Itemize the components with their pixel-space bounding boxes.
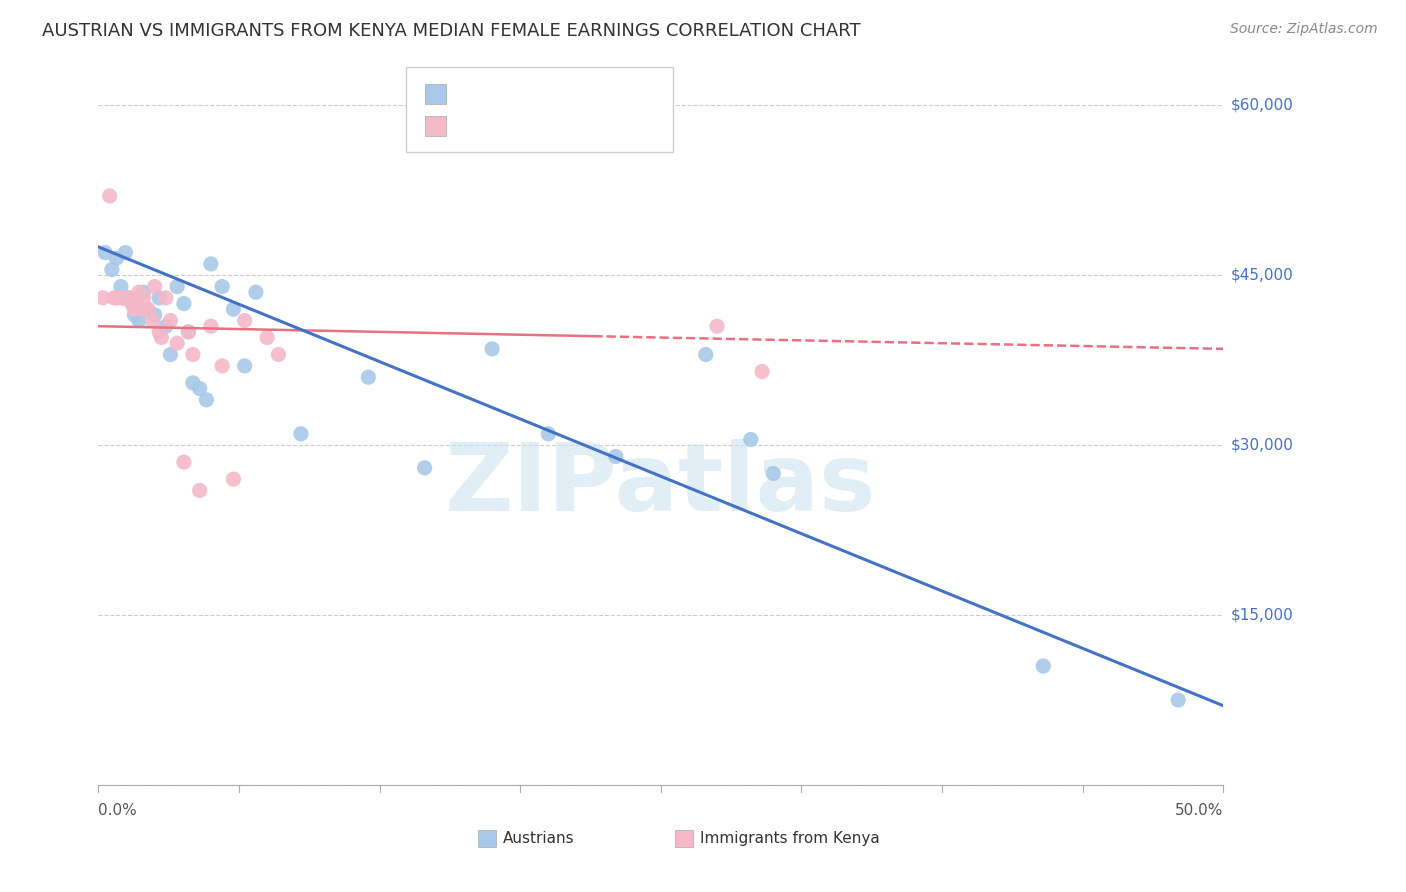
Text: R = -0.024   N = 35: R = -0.024 N = 35 <box>457 117 627 135</box>
Point <box>166 336 188 351</box>
Point <box>148 325 170 339</box>
Point <box>141 313 163 327</box>
Point <box>173 455 195 469</box>
Point <box>267 347 290 361</box>
Point <box>222 472 245 486</box>
Point <box>1167 693 1189 707</box>
Text: Immigrants from Kenya: Immigrants from Kenya <box>700 831 880 846</box>
Text: 50.0%: 50.0% <box>1175 803 1223 818</box>
Point <box>94 245 117 260</box>
Point <box>181 376 204 390</box>
Point <box>91 291 114 305</box>
Point <box>117 291 139 305</box>
Point <box>537 426 560 441</box>
Point <box>173 296 195 310</box>
Point <box>706 319 728 334</box>
Point <box>98 189 121 203</box>
Point <box>605 450 627 464</box>
Point <box>148 291 170 305</box>
Point <box>762 467 785 481</box>
Point <box>136 302 159 317</box>
Text: AUSTRIAN VS IMMIGRANTS FROM KENYA MEDIAN FEMALE EARNINGS CORRELATION CHART: AUSTRIAN VS IMMIGRANTS FROM KENYA MEDIAN… <box>42 22 860 40</box>
Point <box>124 302 146 317</box>
Point <box>129 302 152 317</box>
Point <box>110 279 132 293</box>
Text: $15,000: $15,000 <box>1230 607 1294 623</box>
Text: $60,000: $60,000 <box>1230 98 1294 113</box>
Point <box>125 296 148 310</box>
Point <box>121 296 143 310</box>
Point <box>114 291 136 305</box>
Text: $30,000: $30,000 <box>1230 438 1294 452</box>
Point <box>481 342 503 356</box>
Point <box>222 302 245 317</box>
Point <box>413 460 436 475</box>
Point <box>155 291 177 305</box>
Point <box>128 313 150 327</box>
Point <box>159 347 181 361</box>
Point <box>136 302 159 317</box>
Point <box>245 285 267 300</box>
Point <box>751 365 773 379</box>
Point <box>166 279 188 293</box>
Point <box>177 325 200 339</box>
Point <box>103 291 125 305</box>
Point <box>188 483 211 498</box>
Point <box>695 347 717 361</box>
Point <box>124 308 146 322</box>
Point <box>357 370 380 384</box>
Point <box>114 245 136 260</box>
Point <box>177 325 200 339</box>
Point <box>105 291 128 305</box>
Point <box>1032 659 1054 673</box>
Point <box>143 279 166 293</box>
Point <box>150 330 173 344</box>
Point <box>740 433 762 447</box>
Point <box>155 319 177 334</box>
Point <box>132 291 155 305</box>
Point <box>128 285 150 300</box>
Point <box>112 291 135 305</box>
Text: ZIPatlas: ZIPatlas <box>446 439 876 532</box>
Point <box>101 262 124 277</box>
Point <box>200 257 222 271</box>
Text: R = -0.630   N = 37: R = -0.630 N = 37 <box>457 85 628 103</box>
Point <box>110 291 132 305</box>
Point <box>181 347 204 361</box>
Point <box>290 426 312 441</box>
Point <box>233 313 256 327</box>
Point <box>143 308 166 322</box>
Text: Source: ZipAtlas.com: Source: ZipAtlas.com <box>1230 22 1378 37</box>
Point <box>200 319 222 334</box>
Point <box>188 382 211 396</box>
Point <box>195 392 218 407</box>
Point <box>132 285 155 300</box>
Point <box>211 359 233 373</box>
Text: Austrians: Austrians <box>503 831 575 846</box>
Point <box>118 291 141 305</box>
Point <box>117 291 139 305</box>
Text: 0.0%: 0.0% <box>98 803 138 818</box>
Text: $45,000: $45,000 <box>1230 268 1294 283</box>
Point <box>159 313 181 327</box>
Point <box>256 330 278 344</box>
Point <box>121 296 143 310</box>
Point <box>105 252 128 266</box>
Point <box>211 279 233 293</box>
Point <box>233 359 256 373</box>
